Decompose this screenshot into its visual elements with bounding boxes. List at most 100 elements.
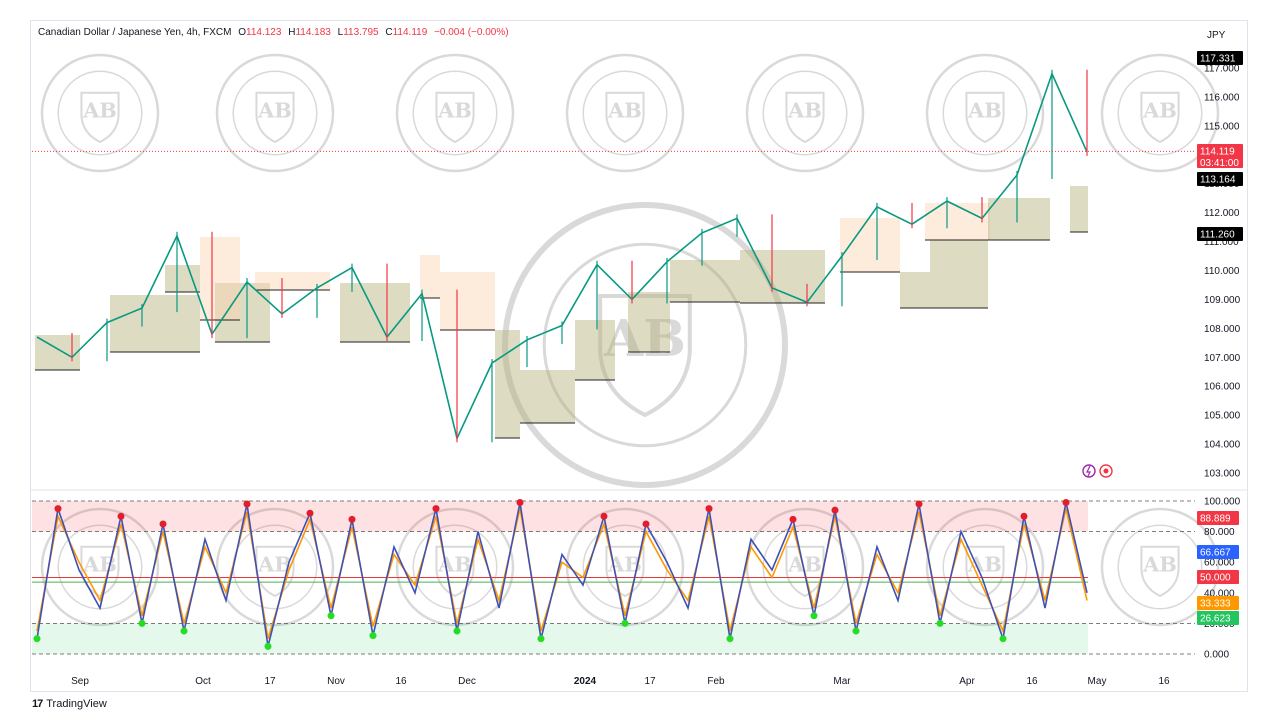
price-badge-value: 113.164	[1200, 175, 1236, 186]
osc-badge-bg	[1197, 570, 1239, 584]
time-axis-label: Mar	[833, 676, 851, 687]
osc-badge-value: 33.333	[1200, 599, 1231, 610]
shield-icon	[435, 91, 475, 144]
watermark-letters: AB	[257, 98, 292, 123]
shield-icon	[785, 91, 825, 144]
shield-icon	[598, 294, 692, 418]
overbought-dot	[54, 505, 62, 513]
watermark-letters: AB	[967, 98, 1002, 123]
price-tick-label: 111.000	[1204, 237, 1239, 248]
time-axis-label: Apr	[959, 676, 975, 687]
time-axis-label: 17	[264, 676, 276, 687]
price-zone	[740, 250, 825, 303]
watermark-letters: AB	[603, 309, 686, 368]
osc-tick-label: 40.000	[1204, 588, 1235, 599]
price-tick-label: 115.000	[1204, 121, 1240, 132]
overbought-dot	[789, 515, 797, 523]
watermark-badge: AB	[395, 507, 515, 627]
overbought-dot	[306, 509, 314, 517]
oversold-dot	[264, 642, 272, 650]
watermark-inner-ring	[942, 70, 1028, 156]
price-tick-label: 105.000	[1204, 411, 1241, 422]
watermark-ring	[395, 507, 515, 627]
time-axis-label: Dec	[458, 676, 476, 687]
oversold-dot	[180, 627, 188, 635]
watermark-letters: AB	[437, 98, 472, 123]
shield-icon	[255, 91, 295, 144]
time-axis-label: Nov	[327, 676, 345, 687]
overbought-dot	[159, 520, 167, 528]
price-tick-label: 108.000	[1204, 324, 1241, 335]
watermark-letters: AB	[1142, 552, 1177, 577]
watermark-ring	[215, 507, 335, 627]
watermark-inner-ring	[412, 70, 498, 156]
lightning-bolt	[1086, 465, 1091, 477]
price-badge: 117.331	[1197, 51, 1243, 65]
price-tick-label: 112.000	[1204, 208, 1240, 219]
watermark-badge: AB	[40, 53, 160, 173]
time-axis-label: Feb	[707, 676, 725, 687]
price-badge-bg	[1197, 172, 1243, 186]
chart-legend: Canadian Dollar / Japanese Yen, 4h, FXCM…	[38, 27, 509, 38]
price-badge-value: 114.119	[1200, 147, 1235, 158]
osc-tick-label: 100.000	[1204, 497, 1241, 508]
watermark-ring	[925, 53, 1045, 173]
symbol-title[interactable]: Canadian Dollar / Japanese Yen, 4h, FXCM	[38, 27, 232, 38]
watermark-badge: AB	[1100, 507, 1220, 627]
watermark-letters: AB	[437, 552, 472, 577]
overbought-dot	[642, 520, 650, 528]
record-icon	[1099, 464, 1113, 478]
oversold-dot	[369, 632, 377, 640]
watermark-ring	[40, 507, 160, 627]
oversold-dot	[726, 635, 734, 643]
watermark-ring	[565, 53, 685, 173]
high-value: 114.183	[295, 27, 331, 38]
open-value: 114.123	[246, 27, 282, 38]
watermark-inner-ring	[1117, 70, 1203, 156]
overbought-dot	[243, 500, 251, 508]
price-tick-label: 104.000	[1204, 440, 1241, 451]
oversold-dot	[810, 612, 818, 620]
price-tick-label: 109.000	[1204, 295, 1241, 306]
oversold-dot	[852, 627, 860, 635]
overbought-dot	[1020, 512, 1028, 520]
price-badge-value: 111.260	[1200, 230, 1235, 241]
osc-main-line	[36, 502, 1088, 647]
watermark-badge: AB	[925, 53, 1045, 173]
price-zone	[200, 237, 240, 320]
watermark-ring	[745, 53, 865, 173]
price-zone	[255, 272, 330, 290]
shield-icon	[80, 91, 120, 144]
osc-badge: 66.667	[1197, 545, 1239, 559]
watermark-inner-ring	[762, 524, 848, 610]
price-zone	[420, 255, 440, 298]
low-label: L	[337, 27, 344, 38]
watermark-ring	[925, 507, 1045, 627]
watermark-ring	[1100, 53, 1220, 173]
alert-icons	[1082, 464, 1113, 478]
footer-brand[interactable]: 17 TradingView	[32, 698, 107, 710]
oversold-dot	[33, 635, 41, 643]
watermark-badge: AB	[1100, 53, 1220, 173]
watermark-ring	[215, 53, 335, 173]
osc-badge: 26.623	[1197, 611, 1239, 625]
watermark-inner-ring	[542, 242, 748, 448]
osc-badge-bg	[1197, 596, 1239, 610]
oversold-dot	[138, 619, 146, 627]
watermark-badge: AB	[925, 507, 1045, 627]
watermark-ring	[40, 53, 160, 173]
open-label: O	[238, 27, 247, 38]
time-axis-label: 16	[1026, 676, 1038, 687]
osc-badge: 50.000	[1197, 570, 1239, 584]
osc-tick-label: 0.000	[1204, 650, 1229, 661]
overbought-dot	[516, 499, 524, 507]
watermark-large-badge: AB	[502, 202, 788, 488]
oversold-dot	[327, 612, 335, 620]
price-zone	[628, 292, 670, 352]
price-zone	[988, 198, 1050, 240]
watermark-letters: AB	[607, 98, 642, 123]
watermark-letters: AB	[1142, 98, 1177, 123]
